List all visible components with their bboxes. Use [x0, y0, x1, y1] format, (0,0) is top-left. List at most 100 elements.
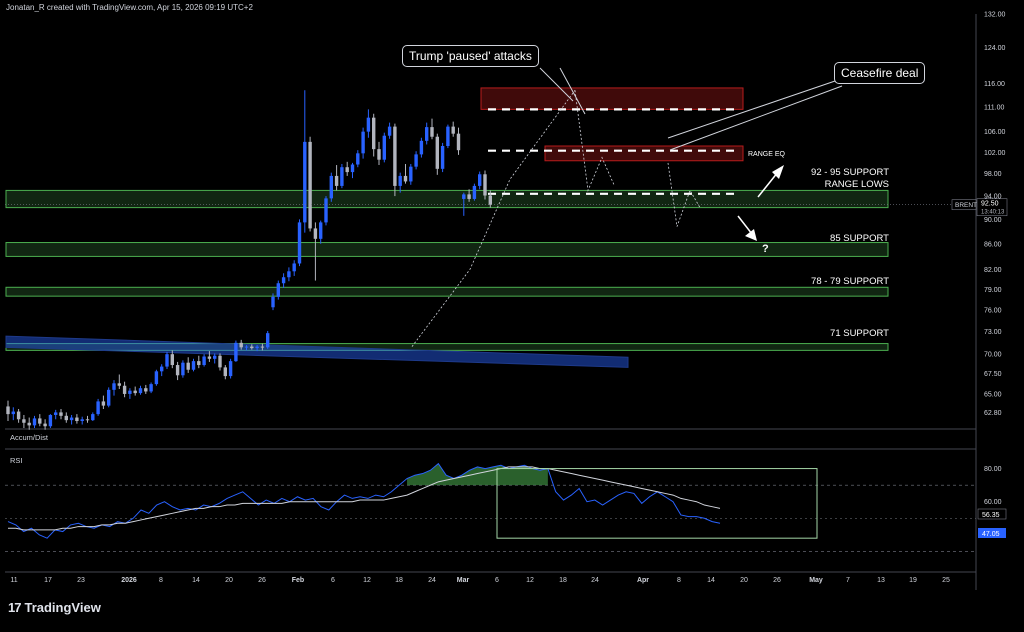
candle-body — [59, 412, 63, 416]
arrow-up-right — [757, 171, 779, 198]
price-tick-label: 111.00 — [984, 104, 1004, 111]
candle-body — [361, 131, 365, 154]
rsi-label: RSI — [10, 456, 23, 465]
candle-body — [313, 228, 318, 239]
time-tick-label: 26 — [258, 577, 266, 584]
candle-body — [440, 146, 445, 169]
candle-body — [181, 362, 185, 376]
candle-body — [144, 388, 148, 392]
candle-body — [472, 185, 477, 199]
support-zone — [5, 286, 889, 297]
ceasefire-callout: Ceasefire deal — [834, 62, 926, 84]
candle-body — [462, 194, 466, 199]
candle-body — [32, 418, 37, 426]
candle-body — [218, 355, 222, 368]
time-tick-label: 24 — [591, 577, 599, 584]
time-tick-label: 20 — [740, 577, 748, 584]
candle-body — [22, 419, 26, 423]
range-eq-zone — [544, 145, 744, 162]
candle-body — [255, 346, 259, 349]
time-tick-label: Feb — [292, 577, 304, 584]
symbol-tag-text: BRENT — [955, 202, 977, 209]
price-tick-label: 102.00 — [984, 150, 1006, 157]
time-tick-label: 8 — [159, 577, 163, 584]
rsi-ma-tag — [977, 508, 1007, 520]
time-tick-label: 14 — [707, 577, 715, 584]
candle-body — [281, 277, 286, 284]
candle-body — [398, 175, 402, 186]
candle-body — [16, 411, 21, 420]
resistance-zone — [480, 87, 744, 110]
trendline-band — [5, 335, 629, 368]
candle-body — [456, 133, 461, 151]
accum-dist-label: Accum/Dist — [10, 433, 48, 442]
candle-body — [340, 167, 344, 186]
price-tick-label: 124.00 — [984, 45, 1006, 52]
candle-body — [478, 174, 482, 186]
candle-body — [122, 385, 127, 394]
callout-pointer — [667, 79, 839, 139]
arrow-down-right — [737, 215, 753, 235]
candle-body — [202, 356, 206, 366]
candle-body — [165, 354, 169, 367]
price-tick-label: 65.00 — [984, 391, 1002, 398]
time-tick-label: 13 — [877, 577, 885, 584]
range-eq-label: RANGE EQ — [748, 151, 785, 158]
candle-body — [297, 222, 302, 264]
candle-body — [75, 417, 79, 422]
rsi-tag — [978, 528, 1006, 538]
candle-body — [128, 390, 132, 394]
support-zone — [5, 242, 889, 257]
candle-body — [334, 175, 339, 186]
candle-body — [138, 388, 143, 394]
candle-body — [6, 406, 10, 415]
support-78-79-label: 78 - 79 SUPPORT — [811, 276, 889, 287]
price-tick-label: 116.00 — [984, 81, 1005, 88]
candle-body — [228, 361, 233, 377]
time-tick-label: 19 — [909, 577, 917, 584]
arrow-up-right-head — [772, 165, 784, 179]
time-tick-label: 14 — [192, 577, 200, 584]
candle-body — [266, 333, 270, 348]
price-tick-label: 76.00 — [984, 308, 1002, 315]
candle-body — [133, 390, 137, 394]
candle-body — [112, 383, 116, 390]
time-tick-label: 7 — [846, 577, 850, 584]
candle-body — [435, 136, 439, 169]
price-tick-label: 106.00 — [984, 129, 1006, 136]
tradingview-logo-icon: 17 — [8, 600, 22, 615]
time-tick-label: 25 — [942, 577, 950, 584]
candle-body — [350, 164, 355, 173]
price-tick-label: 79.00 — [984, 287, 1002, 294]
support-92-95-label: 92 - 95 SUPPORT — [811, 167, 889, 178]
candle-body — [419, 140, 424, 155]
range-lows-label: RANGE LOWS — [824, 179, 889, 190]
candle-body — [213, 355, 217, 359]
price-tick-label: 132.00 — [984, 12, 1006, 19]
price-tag-countdown: 13:40:13 — [981, 210, 1005, 216]
time-tick-label: 17 — [44, 577, 52, 584]
candle-body — [446, 126, 450, 147]
candle-body — [260, 346, 265, 348]
candle-body — [250, 346, 254, 349]
candle-body — [239, 342, 243, 348]
candle-body — [170, 354, 174, 366]
candle-body — [69, 417, 74, 421]
candle-body — [96, 401, 100, 415]
projection-path — [411, 90, 576, 347]
candle-body — [244, 346, 249, 348]
price-tag-value: 92.50 — [981, 201, 999, 208]
candle-body — [197, 361, 201, 366]
candle-body — [425, 127, 429, 141]
candle-body — [403, 175, 408, 182]
rsi-tick-label: 60.00 — [984, 499, 1002, 506]
time-tick-label: Apr — [637, 577, 649, 584]
question-mark: ? — [762, 243, 769, 255]
candle-body — [329, 175, 333, 199]
price-tick-label: 70.00 — [984, 352, 1002, 359]
time-tick-label: 8 — [677, 577, 681, 584]
candle-body — [308, 141, 312, 229]
candle-body — [271, 296, 275, 308]
